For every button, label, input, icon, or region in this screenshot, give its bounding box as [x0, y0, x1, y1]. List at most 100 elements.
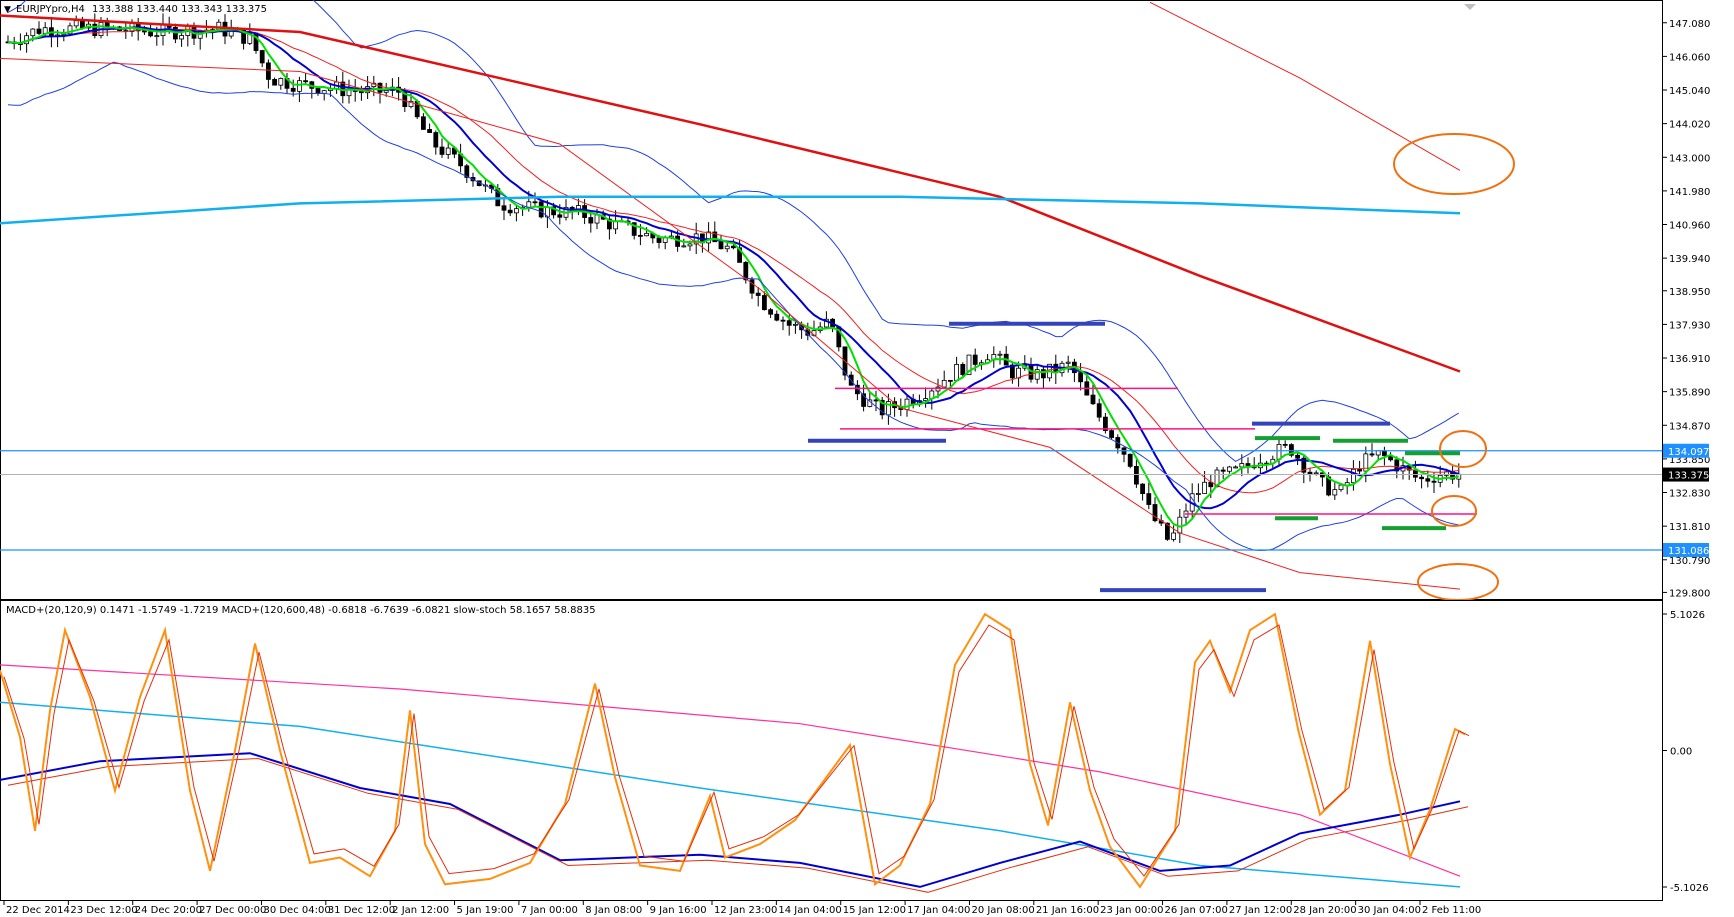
- price-axis: 147.080 146.060 145.040 144.020 143.000 141.9…: [1662, 19, 1710, 599]
- candle-body: [824, 318, 829, 328]
- candle-body: [737, 247, 742, 263]
- candle-body: [1419, 476, 1424, 480]
- stochastic-signal-line: [3, 624, 1470, 877]
- candle-body: [1065, 361, 1071, 364]
- time-tick-label: 23 Dec 12:00: [70, 905, 137, 916]
- candle-body: [420, 116, 426, 130]
- shift-marker-icon[interactable]: [1464, 4, 1476, 10]
- candle-body: [427, 129, 433, 133]
- candle-body: [1332, 489, 1338, 496]
- price-badge-label: 134.097: [1668, 447, 1709, 458]
- candle-body: [861, 393, 866, 407]
- candle-body: [780, 319, 786, 322]
- long-red-moving-average-line: [0, 14, 1461, 373]
- time-tick-label: 12 Jan 23:00: [714, 905, 777, 916]
- candle-body: [1295, 454, 1300, 459]
- candle-body: [718, 241, 724, 250]
- time-tick-label: 17 Jan 04:00: [907, 905, 970, 916]
- candle-body: [873, 399, 879, 402]
- highlight-circle: [1393, 133, 1515, 195]
- stochastic-main-line: [0, 612, 1466, 889]
- candle-body: [1276, 443, 1282, 460]
- candle-body: [904, 398, 910, 410]
- time-tick-label: 21 Jan 16:00: [1036, 905, 1099, 916]
- candle-body: [954, 364, 959, 382]
- candle-body: [1196, 493, 1201, 495]
- indicator-tick-label: 5.1026: [1670, 610, 1705, 621]
- price-badge: [1663, 443, 1709, 458]
- indicator-panel[interactable]: [0, 600, 1663, 901]
- candle-body: [631, 222, 637, 236]
- price-tick-label: 132.830: [1669, 489, 1710, 500]
- candle-body: [1010, 364, 1015, 379]
- candle-body: [656, 237, 662, 243]
- price-panel-border: [0, 0, 1663, 600]
- candle-body: [507, 209, 513, 214]
- macd-cyan-line: [0, 701, 1461, 888]
- price-tick-label: 137.930: [1669, 320, 1710, 331]
- candle-body: [749, 279, 755, 294]
- candle-body: [755, 292, 761, 296]
- time-tick-label: 27 Jan 12:00: [1229, 905, 1292, 916]
- candle-body: [948, 379, 953, 382]
- bollinger-lower-line: [7, 61, 1459, 552]
- candle-body: [1090, 394, 1096, 405]
- candle-body: [886, 401, 891, 416]
- candle-body: [551, 206, 556, 216]
- candle-body: [1239, 463, 1245, 468]
- price-panel[interactable]: [0, 0, 1663, 601]
- candle-body: [1096, 403, 1102, 418]
- candle-body: [408, 100, 414, 108]
- highlight-circle: [1439, 430, 1487, 468]
- candle-body: [346, 89, 352, 97]
- candle-body: [879, 399, 885, 416]
- upper-red-trend-line: [1149, 1, 1461, 171]
- price-tick-label: 134.870: [1669, 421, 1710, 432]
- time-tick-label: 2 Feb 11:00: [1422, 905, 1481, 916]
- candle-body: [358, 91, 364, 94]
- macd-pink-line: [0, 664, 1461, 877]
- time-tick-label: 31 Dec 12:00: [328, 905, 395, 916]
- candle-body: [731, 245, 736, 249]
- candle-body: [278, 78, 284, 86]
- candle-body: [607, 218, 612, 230]
- candle-body: [1034, 369, 1040, 380]
- candle-body: [433, 132, 439, 148]
- time-tick-label: 30 Dec 04:00: [263, 905, 330, 916]
- candle-body: [36, 28, 42, 34]
- indicator-title: MACD+(20,120,9) 0.1471 -1.5749 -1.7219 M…: [6, 605, 596, 616]
- indicator-tick-label: 0.00: [1670, 747, 1692, 758]
- candle-body: [526, 201, 532, 208]
- time-tick-label: 8 Jan 08:00: [585, 905, 642, 916]
- candle-body: [1338, 484, 1344, 491]
- time-tick-label: 9 Jan 16:00: [650, 905, 707, 916]
- candle-body: [315, 87, 321, 94]
- candle-body: [1307, 471, 1313, 475]
- price-badge-label: 131.086: [1668, 546, 1709, 557]
- time-tick-label: 15 Jan 12:00: [843, 905, 906, 916]
- indicator-tick-label: -5.1026: [1670, 883, 1709, 894]
- candle-body: [638, 234, 643, 237]
- candle-body: [265, 62, 271, 80]
- candle-body: [538, 201, 544, 218]
- collapse-arrow-icon[interactable]: ▼: [4, 5, 11, 15]
- highlight-circle: [1431, 495, 1477, 527]
- price-tick-label: 139.940: [1669, 254, 1710, 265]
- price-tick-label: 146.060: [1669, 52, 1710, 63]
- candle-body: [1146, 493, 1152, 505]
- time-tick-label: 2 Jan 12:00: [392, 905, 449, 916]
- macd-blue-line: [0, 752, 1461, 888]
- candle-body: [1109, 430, 1114, 438]
- candle-body: [1134, 465, 1139, 485]
- candle-body: [296, 80, 302, 92]
- candle-body: [148, 31, 154, 37]
- candle-body: [960, 364, 966, 376]
- candle-body: [532, 201, 538, 204]
- candle-body: [1369, 453, 1375, 456]
- candle-body: [1282, 443, 1288, 446]
- candle-body: [1165, 522, 1170, 540]
- candle-body: [1078, 372, 1083, 383]
- indicator-axis: 5.1026 0.00 -5.1026: [1662, 610, 1709, 894]
